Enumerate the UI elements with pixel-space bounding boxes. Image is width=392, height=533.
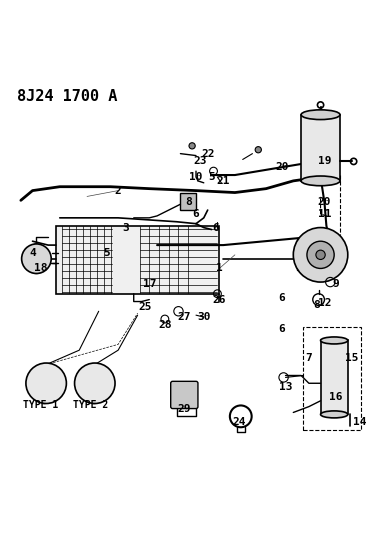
- Ellipse shape: [301, 176, 340, 185]
- Text: 10: 10: [189, 172, 203, 182]
- Text: 18: 18: [34, 263, 47, 273]
- Bar: [180, 192, 196, 210]
- Text: 4: 4: [29, 248, 36, 258]
- Ellipse shape: [301, 110, 340, 119]
- Text: TYPE 1: TYPE 1: [23, 400, 58, 410]
- Circle shape: [307, 241, 334, 269]
- Text: 14: 14: [353, 417, 366, 427]
- Text: 27: 27: [178, 312, 191, 322]
- Text: 20: 20: [275, 162, 289, 172]
- Text: 17: 17: [143, 279, 156, 289]
- Text: 11: 11: [318, 209, 331, 219]
- Ellipse shape: [321, 337, 348, 344]
- Text: 8: 8: [313, 301, 320, 310]
- Text: 16: 16: [329, 392, 343, 402]
- Text: 6: 6: [278, 324, 285, 334]
- Circle shape: [22, 244, 51, 273]
- Circle shape: [189, 143, 195, 149]
- Text: 24: 24: [232, 417, 245, 427]
- Text: 8: 8: [185, 197, 192, 207]
- Text: 8J24 1700 A: 8J24 1700 A: [17, 90, 117, 104]
- Circle shape: [293, 228, 348, 282]
- Text: 6: 6: [192, 209, 200, 219]
- Text: 1: 1: [216, 263, 223, 273]
- Bar: [301, 115, 340, 181]
- Text: 13: 13: [279, 382, 292, 392]
- Text: 12: 12: [318, 298, 331, 309]
- Text: 22: 22: [201, 149, 214, 159]
- Ellipse shape: [27, 244, 46, 273]
- Text: 20: 20: [318, 197, 331, 207]
- FancyBboxPatch shape: [171, 381, 198, 409]
- Text: 28: 28: [158, 320, 172, 330]
- Text: 6: 6: [278, 293, 285, 303]
- Text: 2: 2: [115, 185, 122, 196]
- Circle shape: [255, 147, 261, 153]
- Text: 25: 25: [139, 302, 152, 312]
- Text: 9: 9: [333, 279, 339, 289]
- Circle shape: [26, 363, 66, 403]
- Bar: [321, 341, 348, 414]
- Circle shape: [316, 250, 325, 260]
- Circle shape: [74, 363, 115, 403]
- Text: 26: 26: [212, 295, 226, 304]
- Text: 7: 7: [305, 353, 312, 363]
- Text: 3: 3: [123, 223, 129, 232]
- Text: 21: 21: [216, 176, 230, 186]
- Bar: [297, 239, 340, 270]
- Ellipse shape: [321, 411, 348, 418]
- Text: 5: 5: [208, 172, 215, 182]
- Text: 6: 6: [212, 223, 219, 232]
- Text: 29: 29: [178, 403, 191, 414]
- Text: 23: 23: [193, 156, 207, 166]
- Text: 19: 19: [318, 156, 331, 166]
- Text: 15: 15: [345, 353, 358, 363]
- Text: TYPE 2: TYPE 2: [73, 400, 109, 410]
- Bar: [56, 225, 220, 294]
- Text: 30: 30: [197, 312, 211, 322]
- Bar: [303, 327, 361, 430]
- Text: 5: 5: [103, 248, 110, 258]
